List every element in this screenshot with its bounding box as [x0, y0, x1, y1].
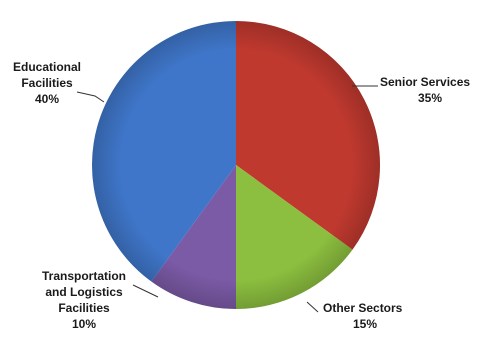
slice-name-line-other-sectors: Other Sectors — [323, 301, 403, 315]
slice-name-line-educational-facilities: Facilities — [21, 76, 73, 90]
slice-percent-other-sectors: 15% — [353, 317, 377, 331]
slice-name-line-educational-facilities: Educational — [13, 60, 81, 74]
slice-name-line-transportation: and Logistics — [45, 285, 123, 299]
leader-lines — [76, 85, 378, 313]
leader-line-other-sectors — [306, 301, 319, 313]
slice-labels: Senior Services 35% Other Sectors 15% Transp… — [13, 60, 470, 331]
slice-name-line-transportation: Facilities — [58, 301, 110, 315]
slice-name-line-transportation: Transportation — [42, 269, 126, 283]
slice-percent-transportation: 10% — [72, 317, 96, 331]
pie-slices — [91, 21, 381, 309]
slice-name-line-senior-services: Senior Services — [380, 75, 470, 89]
slice-label-senior-services: Senior Services 35% — [380, 75, 470, 105]
leader-line-transportation — [132, 284, 159, 298]
slice-percent-educational-facilities: 40% — [35, 92, 59, 106]
slice-label-transportation: Transportation and Logistics Facilities 10% — [42, 269, 126, 331]
slice-label-other-sectors: Other Sectors 15% — [323, 301, 403, 331]
slice-label-educational-facilities: Educational Facilities 40% — [13, 60, 81, 106]
slice-percent-senior-services: 35% — [418, 91, 442, 105]
leader-line-educational-facilities — [76, 91, 105, 103]
